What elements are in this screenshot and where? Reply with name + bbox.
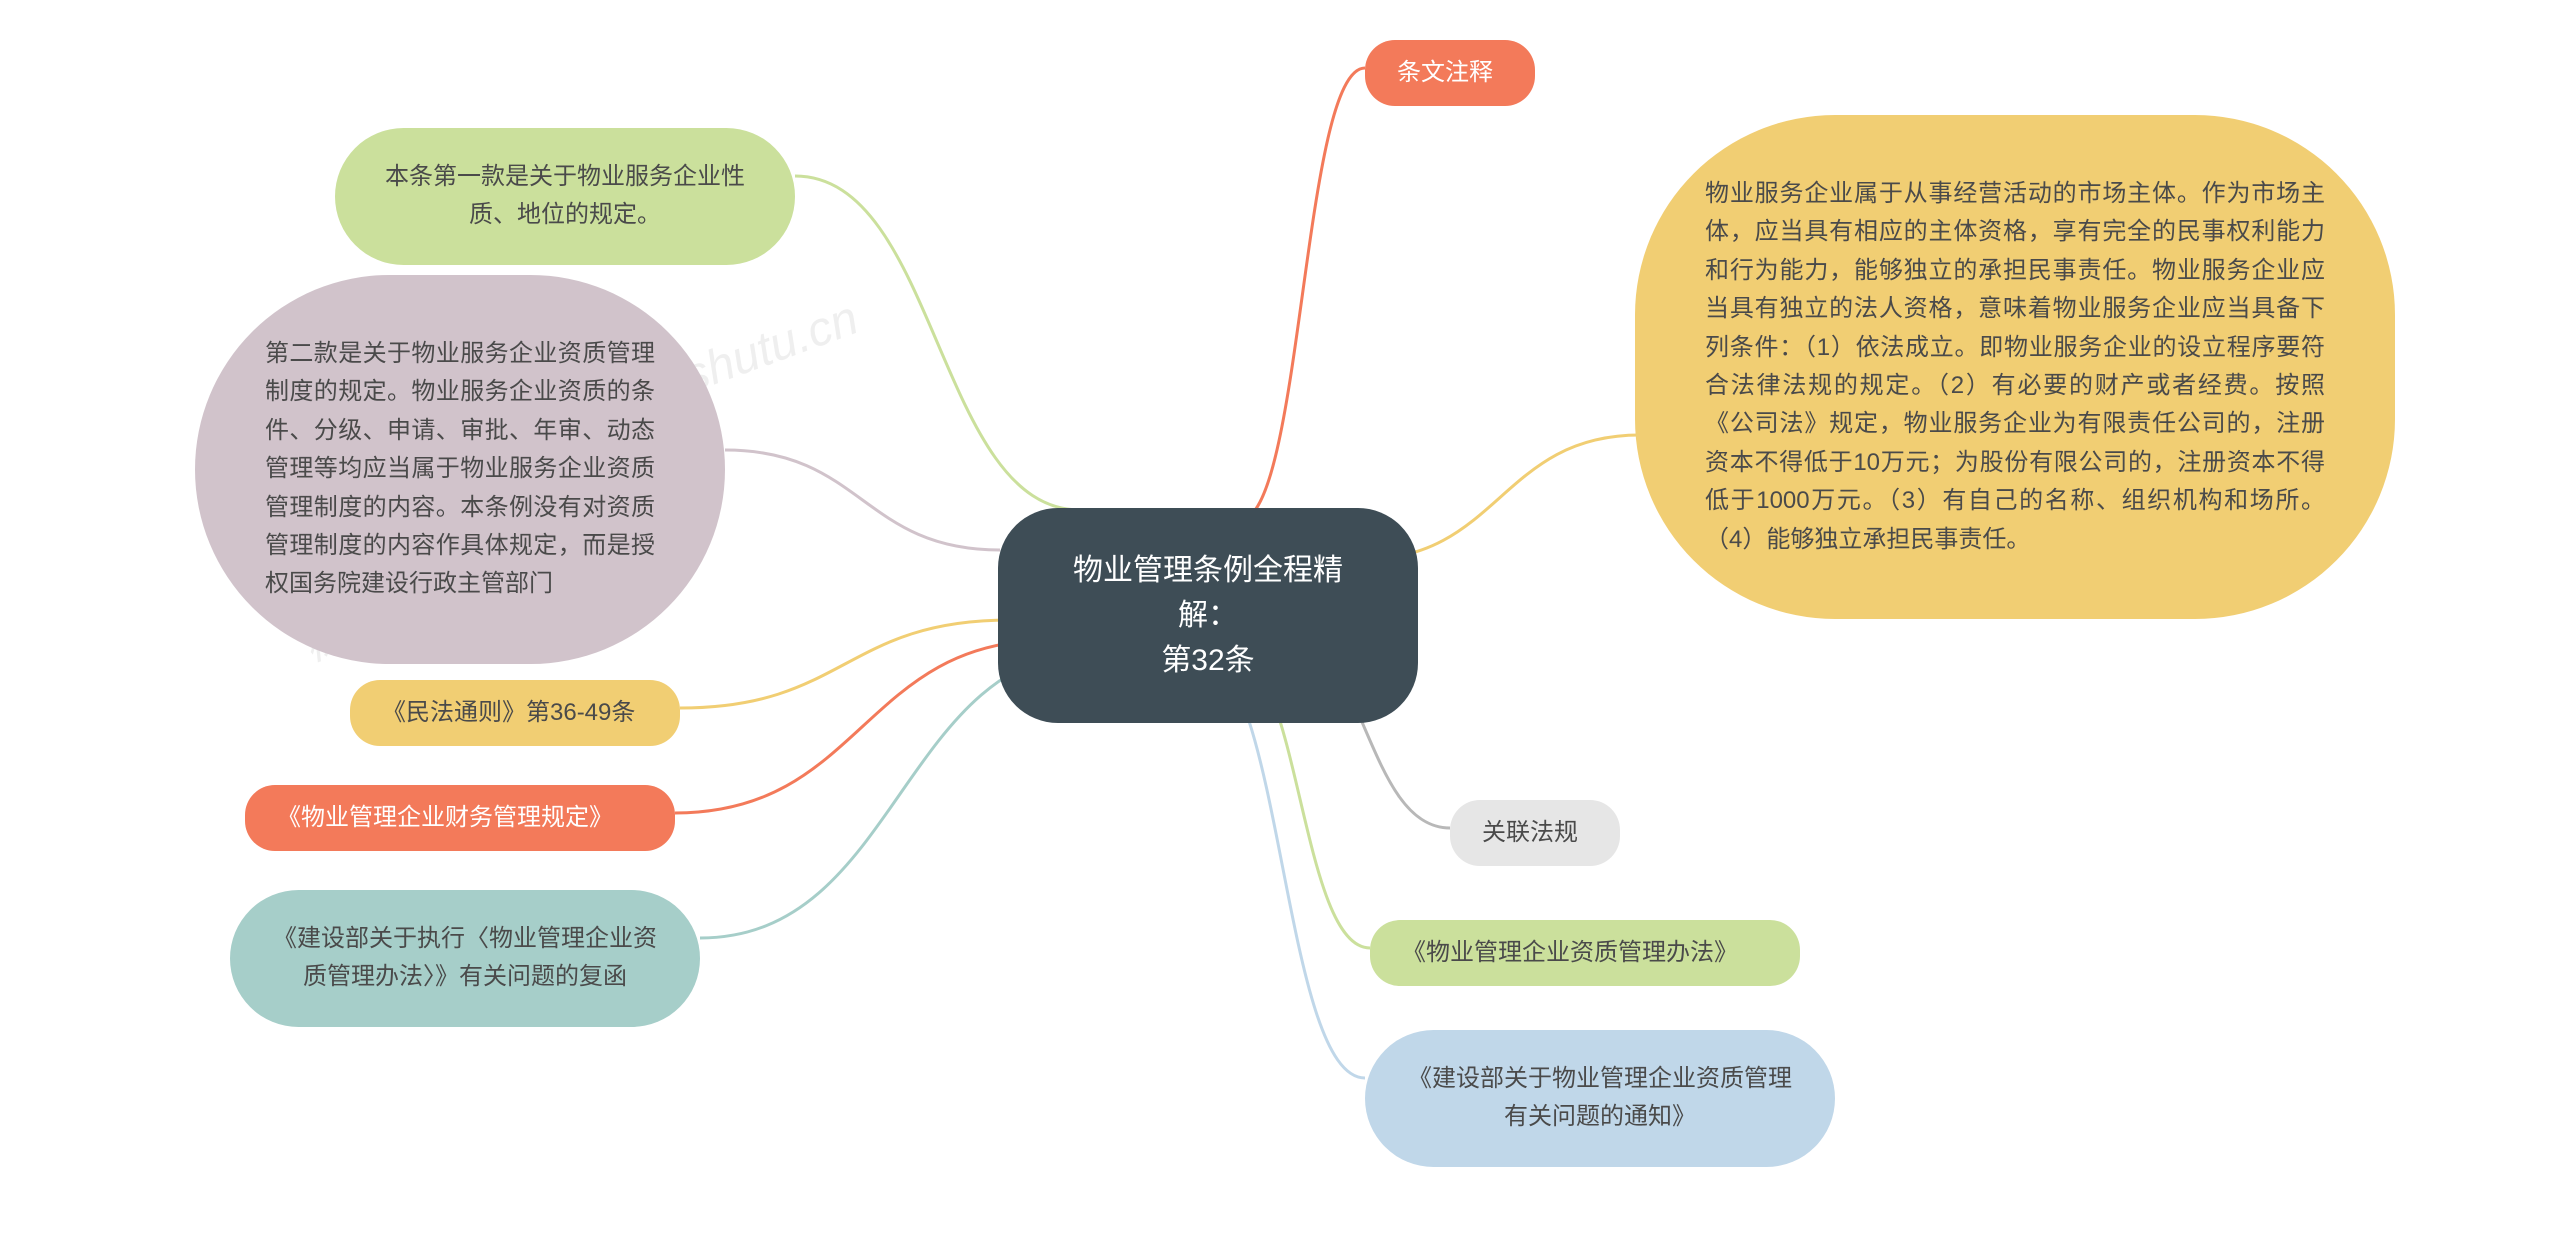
connector-n8 — [680, 620, 1010, 708]
mindmap-node-n3[interactable]: 关联法规 — [1450, 800, 1620, 866]
node-label: 《物业管理企业财务管理规定》 — [277, 804, 613, 831]
node-label: 本条第一款是关于物业服务企业性质、地位的规定。 — [385, 163, 745, 228]
mindmap-node-n8[interactable]: 《民法通则》第36-49条 — [350, 680, 680, 746]
mindmap-center-node[interactable]: 物业管理条例全程精解： 第32条 — [998, 508, 1418, 723]
mindmap-node-n2[interactable]: 物业服务企业属于从事经营活动的市场主体。作为市场主体，应当具有相应的主体资格，享… — [1635, 115, 2395, 619]
mindmap-node-n7[interactable]: 第二款是关于物业服务企业资质管理制度的规定。物业服务企业资质的条件、分级、申请、… — [195, 275, 725, 664]
node-label: 物业服务企业属于从事经营活动的市场主体。作为市场主体，应当具有相应的主体资格，享… — [1705, 180, 2325, 553]
node-label: 《物业管理企业资质管理办法》 — [1402, 939, 1738, 966]
connector-n9 — [675, 640, 1050, 813]
node-label: 第二款是关于物业服务企业资质管理制度的规定。物业服务企业资质的条件、分级、申请、… — [265, 340, 655, 597]
mindmap-node-n5[interactable]: 《建设部关于物业管理企业资质管理有关问题的通知》 — [1365, 1030, 1835, 1167]
mindmap-node-n1[interactable]: 条文注释 — [1365, 40, 1535, 106]
node-label: 《建设部关于执行〈物业管理企业资质管理办法〉》有关问题的复函 — [273, 925, 657, 990]
node-label: 条文注释 — [1397, 59, 1493, 86]
mindmap-node-n10[interactable]: 《建设部关于执行〈物业管理企业资质管理办法〉》有关问题的复函 — [230, 890, 700, 1027]
center-title-line1: 物业管理条例全程精解： — [1073, 554, 1343, 632]
node-label: 《建设部关于物业管理企业资质管理有关问题的通知》 — [1408, 1065, 1792, 1130]
connector-n7 — [725, 450, 1000, 550]
node-label: 关联法规 — [1482, 819, 1578, 846]
mindmap-node-n6[interactable]: 本条第一款是关于物业服务企业性质、地位的规定。 — [335, 128, 795, 265]
connector-n6 — [795, 176, 1080, 510]
center-title-line2: 第32条 — [1161, 644, 1254, 677]
connector-n1 — [1240, 68, 1365, 520]
node-label: 《民法通则》第36-49条 — [382, 699, 635, 726]
mindmap-node-n4[interactable]: 《物业管理企业资质管理办法》 — [1370, 920, 1800, 986]
mindmap-node-n9[interactable]: 《物业管理企业财务管理规定》 — [245, 785, 675, 851]
